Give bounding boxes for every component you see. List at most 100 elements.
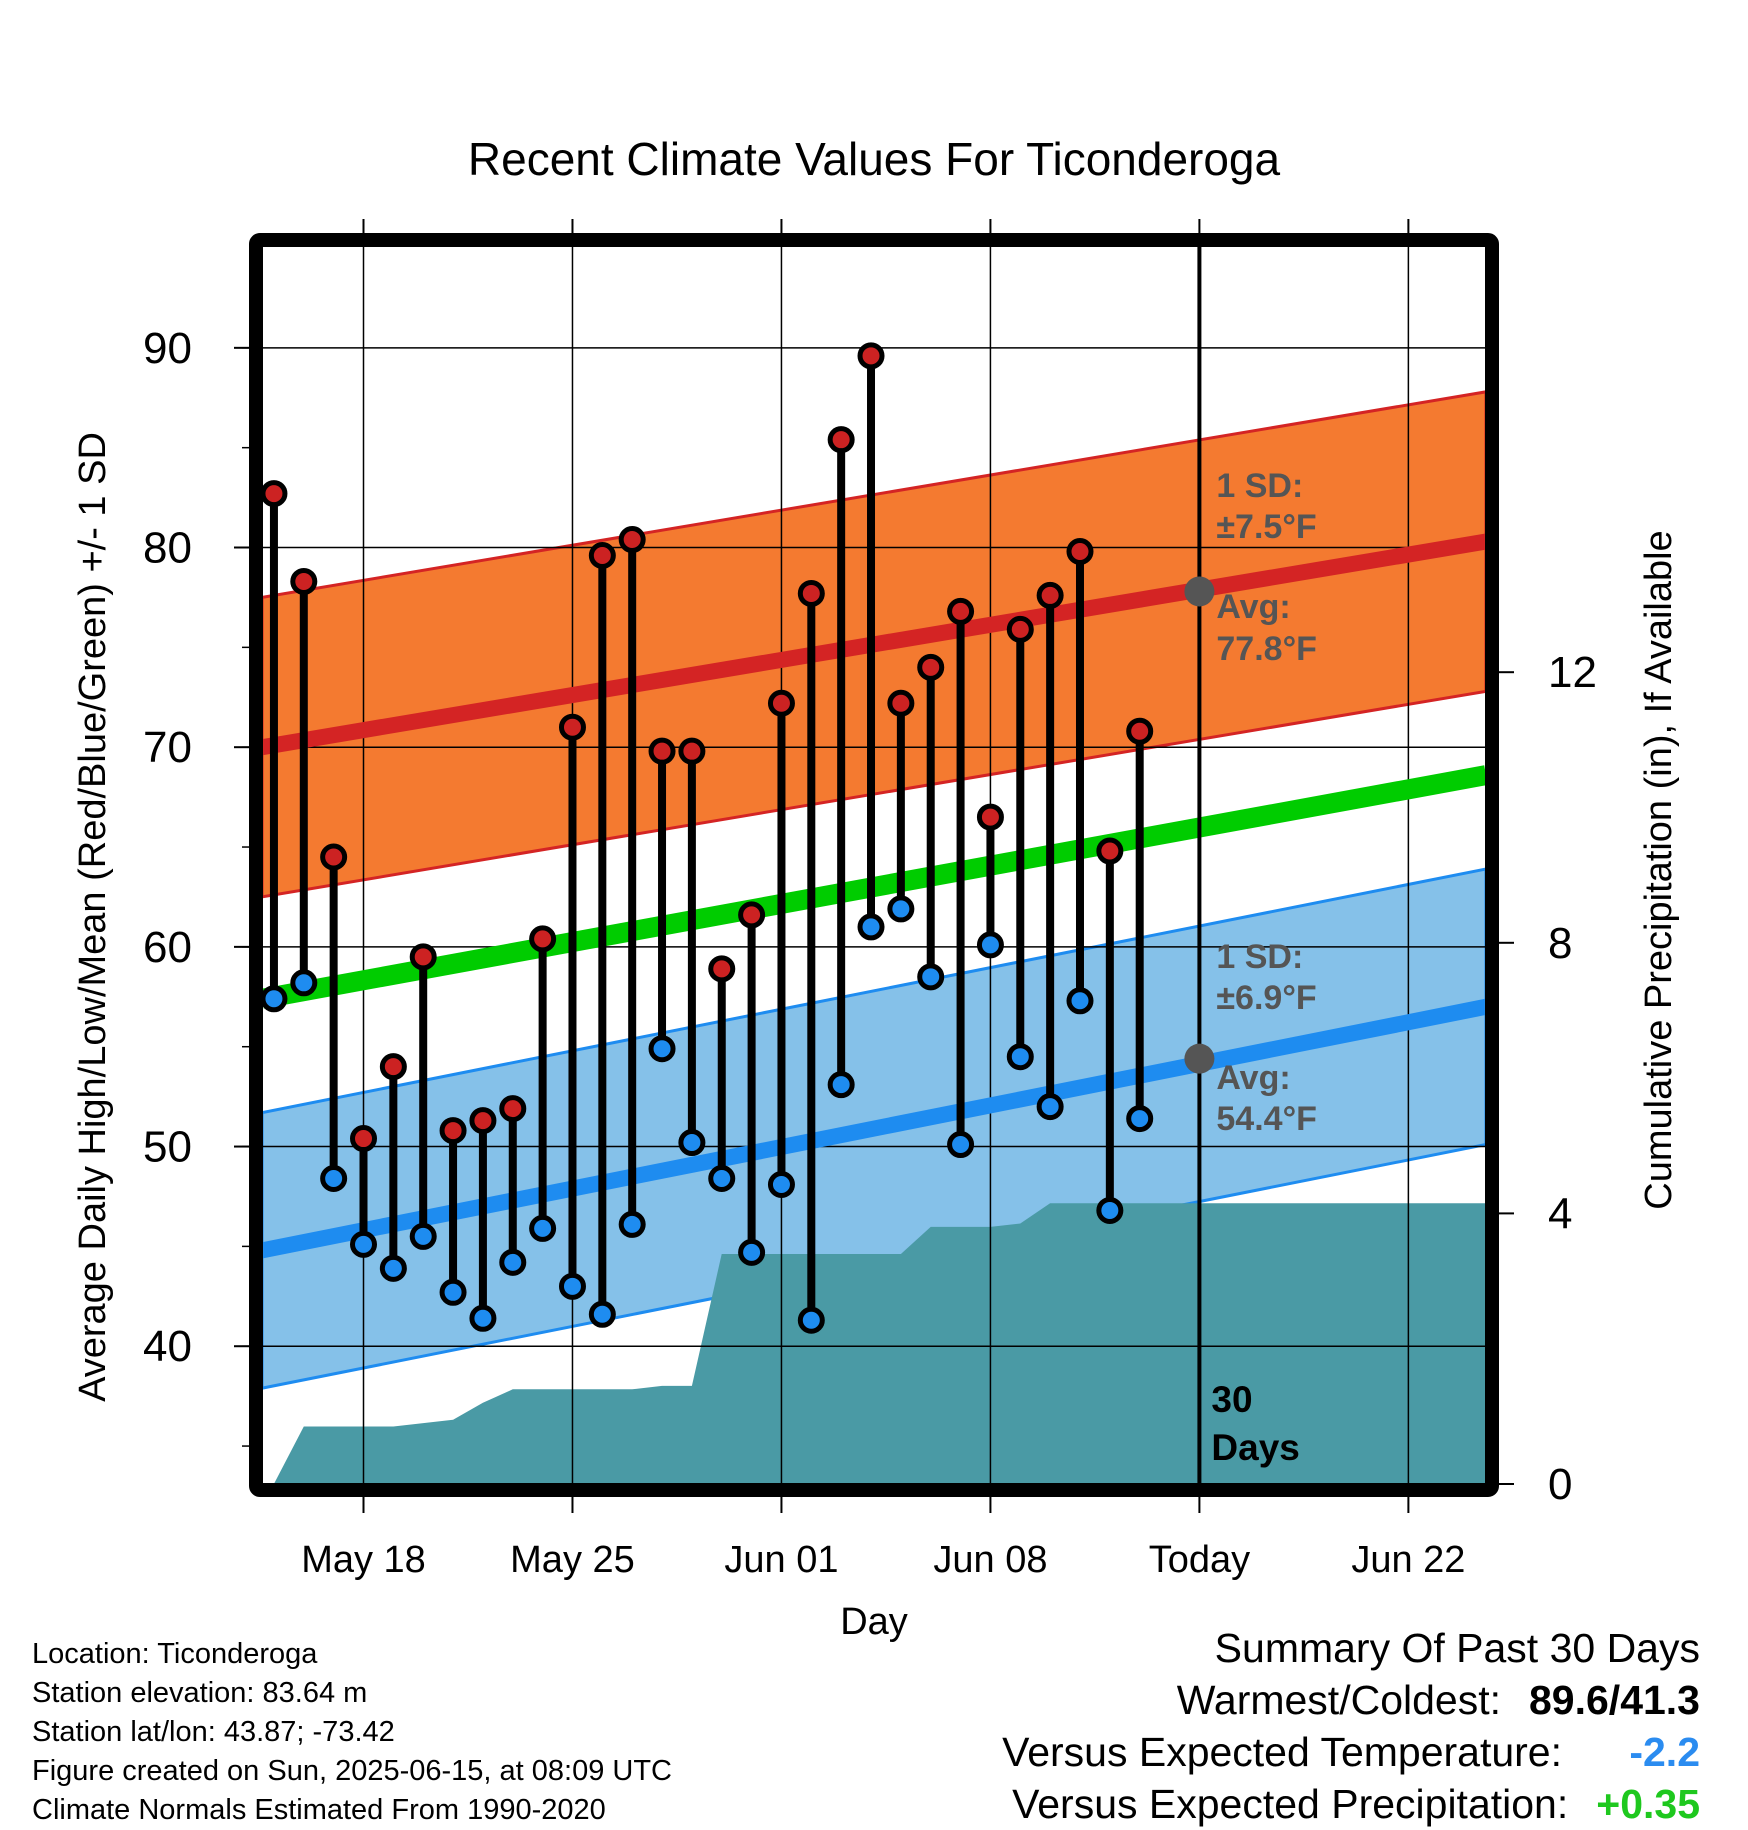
precip-label: Versus Expected Precipitation: — [1012, 1781, 1569, 1827]
x-tick-label: Jun 08 — [933, 1539, 1047, 1581]
daily-low-point — [708, 1164, 736, 1192]
daily-low-point — [618, 1210, 646, 1238]
axes: 40 50 60 70 80 90 0 4 8 12 May 18 May 25 Jun 01 Jun 0… — [143, 219, 1597, 1581]
low-sd-label: 1 SD: — [1216, 938, 1303, 976]
warmest-label: Warmest/Coldest: — [1176, 1677, 1501, 1723]
created-text: Figure created on Sun, 2025-06-15, at 08… — [32, 1755, 672, 1787]
temp-label: Versus Expected Temperature: — [1002, 1729, 1562, 1775]
summary-panel: Summary Of Past 30 Days Warmest/Coldest:… — [1002, 1622, 1700, 1830]
daily-low-point — [529, 1214, 557, 1242]
temp-value: -2.2 — [1629, 1729, 1700, 1775]
daily-low-point — [350, 1230, 378, 1258]
daily-low-point — [469, 1304, 497, 1332]
daily-low-point — [1036, 1093, 1064, 1121]
daily-high-point — [648, 737, 676, 765]
daily-low-point — [1006, 1043, 1034, 1071]
x-axis-label: Day — [840, 1601, 908, 1643]
daily-high-point — [708, 955, 736, 983]
days-count-label: 30 — [1211, 1379, 1252, 1420]
daily-low-point — [499, 1248, 527, 1276]
normals-text: Climate Normals Estimated From 1990-2020 — [32, 1794, 606, 1826]
x-tick-label: May 25 — [510, 1539, 635, 1581]
x-tick-label: Today — [1149, 1539, 1250, 1581]
x-tick-label: May 18 — [301, 1539, 426, 1581]
high-avg-value: 77.8°F — [1216, 630, 1317, 668]
days-word-label: Days — [1211, 1427, 1299, 1468]
today-avg-high-marker — [1184, 576, 1215, 607]
daily-low-point — [439, 1278, 467, 1306]
daily-low-point — [947, 1131, 975, 1159]
daily-high-point — [976, 803, 1004, 831]
daily-high-point — [1036, 581, 1064, 609]
daily-high-point — [469, 1107, 497, 1135]
daily-low-point — [917, 963, 945, 991]
daily-low-point — [648, 1035, 676, 1063]
daily-high-point — [320, 843, 348, 871]
daily-high-point — [767, 689, 795, 717]
cumulative-precip-area — [273, 1203, 1486, 1484]
temp-row: Versus Expected Temperature: -2.2 — [1002, 1726, 1700, 1778]
y-tick-label: 40 — [143, 1322, 192, 1371]
y-axis-label: Average Daily High/Low/Mean (Red/Blue/Gr… — [72, 432, 114, 1402]
high-sd-label: 1 SD: — [1216, 467, 1303, 505]
daily-low-point — [262, 985, 288, 1013]
daily-high-point — [1126, 717, 1154, 745]
high-avg-label: Avg: — [1216, 588, 1290, 626]
y-tick-label: 80 — [143, 524, 192, 573]
daily-high-point — [499, 1095, 527, 1123]
daily-high-point — [947, 597, 975, 625]
plot-frame — [249, 233, 1499, 1497]
daily-high-point — [917, 653, 945, 681]
precip-value: +0.35 — [1596, 1781, 1700, 1827]
summary-title: Summary Of Past 30 Days — [1214, 1625, 1700, 1671]
y2-tick-label: 8 — [1548, 919, 1572, 968]
daily-low-point — [797, 1306, 825, 1334]
daily-low-point — [767, 1170, 795, 1198]
y2-tick-label: 4 — [1548, 1189, 1572, 1238]
daily-low-point — [678, 1129, 706, 1157]
daily-low-point — [887, 895, 915, 923]
low-sd-value: ±6.9°F — [1216, 979, 1316, 1017]
daily-low-point — [857, 913, 885, 941]
y2-tick-label: 0 — [1548, 1460, 1572, 1509]
daily-high-point — [857, 342, 885, 370]
daily-high-point — [1066, 538, 1094, 566]
daily-high-point — [439, 1117, 467, 1145]
elevation-text: Station elevation: 83.64 m — [32, 1677, 368, 1709]
daily-low-point — [827, 1071, 855, 1099]
daily-high-point — [678, 737, 706, 765]
daily-low-point — [1096, 1196, 1124, 1224]
x-tick-label: Jun 01 — [724, 1539, 838, 1581]
daily-low-point — [738, 1238, 766, 1266]
daily-low-point — [409, 1222, 437, 1250]
normal-low-line — [262, 998, 1486, 1259]
x-tick-label: Jun 22 — [1351, 1539, 1465, 1581]
daily-low-point — [1126, 1105, 1154, 1133]
station-info: Location: Ticonderoga Station elevation:… — [32, 1635, 672, 1830]
y-tick-label: 70 — [143, 723, 192, 772]
daily-low-point — [320, 1164, 348, 1192]
latlon-text: Station lat/lon: 43.87; -73.42 — [32, 1716, 395, 1748]
y-tick-label: 60 — [143, 923, 192, 972]
y-tick-label: 50 — [143, 1123, 192, 1172]
daily-low-point — [379, 1254, 407, 1282]
daily-high-point — [797, 579, 825, 607]
low-avg-label: Avg: — [1216, 1059, 1290, 1097]
daily-high-point — [409, 943, 437, 971]
daily-high-point — [588, 542, 616, 569]
daily-high-point — [738, 901, 766, 929]
low-avg-value: 54.4°F — [1216, 1100, 1317, 1138]
daily-low-point — [1066, 987, 1094, 1015]
daily-high-point — [350, 1125, 378, 1153]
chart-title: Recent Climate Values For Ticonderoga — [468, 133, 1281, 185]
high-sd-value: ±7.5°F — [1216, 508, 1316, 546]
daily-high-point — [618, 526, 646, 554]
daily-high-point — [1096, 837, 1124, 865]
daily-high-point — [262, 480, 288, 508]
location-text: Location: Ticonderoga — [32, 1638, 318, 1670]
daily-high-point — [529, 925, 557, 953]
daily-low-point — [976, 931, 1004, 959]
